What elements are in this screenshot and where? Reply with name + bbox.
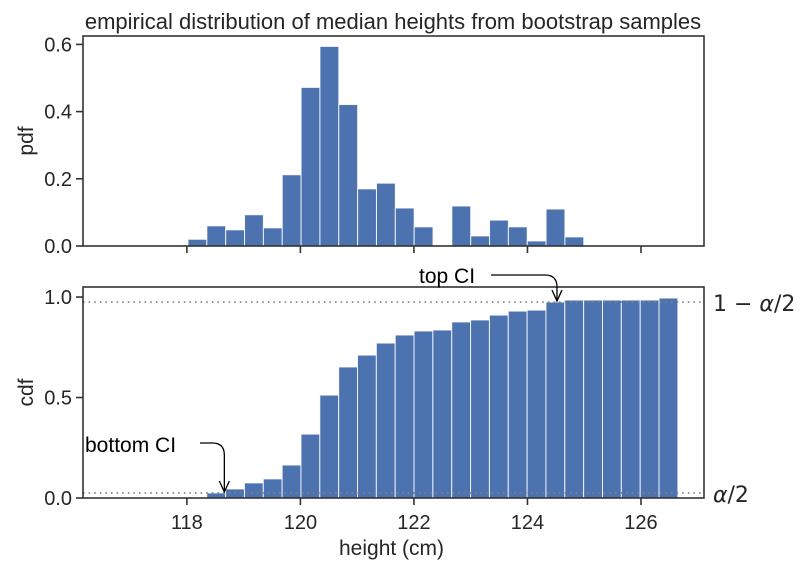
cdf-bar [375, 342, 396, 499]
cdf-bar [488, 314, 509, 499]
bottom-ci-arrowhead [218, 480, 230, 494]
pdf-bar [470, 235, 491, 247]
cdf-y-axis-label: cdf [15, 378, 38, 406]
pdf-bar [564, 236, 585, 247]
cdf-bar [357, 354, 377, 499]
x-tick-label: 122 [397, 512, 430, 534]
cdf-x-axis-label: height (cm) [339, 537, 444, 560]
pdf-bar [206, 225, 227, 247]
cdf-bar [470, 319, 490, 499]
pdf-y-axis-label: pdf [15, 126, 38, 155]
pdf-bar [244, 214, 264, 247]
pdf-bar [413, 226, 434, 247]
cdf-axes-frame [82, 286, 705, 499]
pdf-x-ticks [186, 246, 642, 253]
pdf-bar [319, 45, 340, 247]
pdf-bar [300, 86, 321, 247]
top-ci-arrow [491, 274, 558, 302]
pdf-panel: empirical distribution of median heights… [15, 9, 705, 258]
bottom-ci-arrow [200, 442, 225, 492]
cdf-bar [564, 299, 585, 499]
pdf-bar [338, 104, 359, 247]
top-ci-arrowhead [551, 289, 563, 303]
cdf-bar [243, 482, 264, 499]
x-tick-label: 126 [624, 512, 657, 534]
cdf-bars [206, 297, 679, 499]
pdf-bar [281, 174, 302, 247]
pdf-bar [262, 227, 283, 247]
pdf-bar [225, 229, 246, 247]
chart-title: empirical distribution of median heights… [85, 9, 701, 34]
y-tick-label: 0.0 [44, 236, 72, 258]
top-ci-label: top CI [419, 265, 475, 288]
pdf-bar [489, 219, 509, 247]
y-tick-label: 0.5 [44, 388, 72, 410]
cdf-y-ticks: 0.0 0.5 1.0 [44, 287, 83, 510]
cdf-bar [394, 334, 415, 499]
cdf-bar [451, 321, 472, 499]
y-tick-label: 0.2 [44, 169, 72, 191]
pdf-y-ticks: 0.0 0.2 0.4 0.6 [44, 34, 83, 258]
pdf-bar [451, 205, 472, 247]
pdf-bars [187, 45, 585, 247]
lower-reference-label: α/2 [713, 483, 749, 508]
pdf-bar [357, 188, 377, 247]
cdf-bar [319, 394, 340, 499]
y-tick-label: 0.6 [44, 34, 72, 56]
cdf-bar [526, 309, 547, 499]
pdf-bar [187, 238, 208, 247]
cdf-bar [583, 299, 604, 499]
cdf-bar [639, 299, 660, 499]
x-tick-label: 118 [171, 512, 203, 534]
pdf-axes-frame [82, 35, 705, 247]
cdf-bar [300, 433, 321, 499]
pdf-bar [545, 208, 566, 247]
reference-line-labels: 1 − α/2 α/2 [713, 292, 795, 508]
pdf-bar [394, 207, 415, 247]
bottom-ci-label: bottom CI [85, 434, 176, 457]
cdf-bar [545, 301, 566, 499]
cdf-bar [413, 330, 434, 499]
cdf-bar [507, 310, 528, 499]
cdf-bar [620, 299, 641, 499]
cdf-bar [658, 297, 679, 499]
y-tick-label: 0.4 [44, 102, 72, 124]
cdf-bar [602, 299, 622, 499]
x-tick-label: 124 [511, 512, 544, 534]
cdf-bar [432, 329, 453, 499]
pdf-bar [507, 226, 528, 247]
pdf-bar [375, 182, 396, 247]
upper-reference-label: 1 − α/2 [713, 292, 795, 317]
y-tick-label: 1.0 [44, 287, 72, 309]
cdf-bar [338, 366, 359, 499]
cdf-x-ticks: 118 120 122 124 126 [171, 498, 658, 534]
ci-annotations: top CI bottom CI [85, 265, 563, 494]
y-tick-label: 0.0 [44, 488, 72, 510]
x-tick-label: 120 [284, 512, 317, 534]
cdf-bar [262, 478, 283, 499]
cdf-panel: 0.0 0.5 1.0 118 120 122 124 126 cdf height (cm… [15, 265, 795, 560]
